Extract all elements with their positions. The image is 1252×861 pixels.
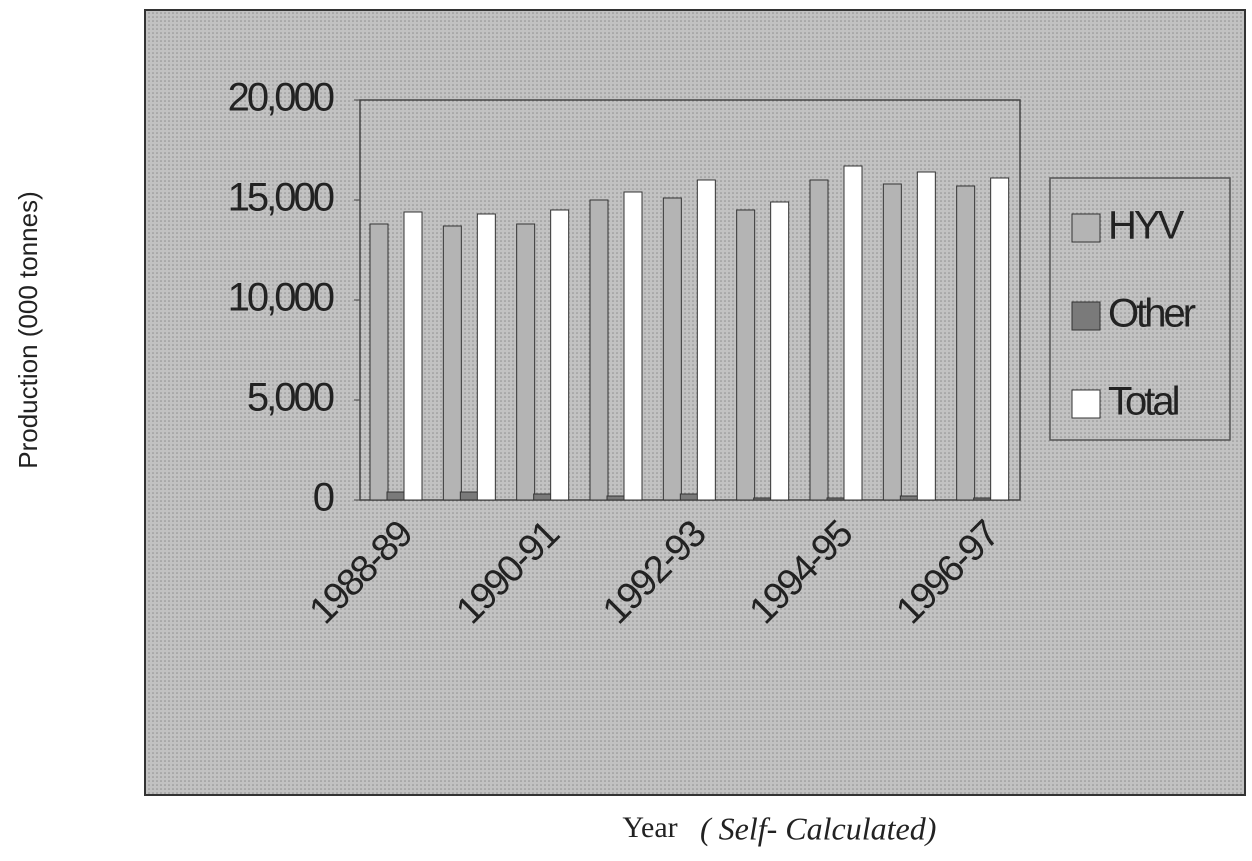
bar xyxy=(899,495,919,501)
bar xyxy=(973,497,993,501)
y-axis-label: Production (000 tonnes) xyxy=(13,191,43,469)
legend-swatch xyxy=(1071,389,1101,419)
bar xyxy=(990,177,1010,501)
legend-swatch xyxy=(1071,213,1101,243)
y-tick-label: 5,000 xyxy=(247,376,334,420)
y-tick-label: 10,000 xyxy=(228,276,334,320)
bar xyxy=(882,183,902,501)
bar xyxy=(826,497,846,501)
bar xyxy=(679,493,699,501)
bar xyxy=(696,179,716,501)
bar xyxy=(386,491,406,501)
bar xyxy=(442,225,462,501)
bar xyxy=(662,197,682,501)
bar xyxy=(533,493,553,501)
y-tick-label: 0 xyxy=(313,476,334,520)
bar xyxy=(516,223,536,501)
bar xyxy=(369,223,389,501)
legend-label: Total xyxy=(1108,380,1179,424)
y-tick-label: 15,000 xyxy=(228,176,334,220)
chart-panel xyxy=(144,9,1246,796)
bar xyxy=(843,165,863,501)
bar xyxy=(606,495,626,501)
bar xyxy=(459,491,479,501)
bar xyxy=(809,179,829,501)
annotation: ( Self- Calculated) xyxy=(700,810,936,846)
bar xyxy=(476,213,496,501)
legend-box xyxy=(1049,177,1231,441)
bar xyxy=(736,209,756,501)
bar xyxy=(550,209,570,501)
x-axis-label: Year xyxy=(622,811,677,844)
bar xyxy=(916,171,936,501)
bar xyxy=(770,201,790,501)
legend-swatch xyxy=(1071,301,1101,331)
legend-label: HYV xyxy=(1108,204,1185,248)
bar xyxy=(956,185,976,501)
y-tick-label: 20,000 xyxy=(228,76,334,120)
legend-label: Other xyxy=(1108,292,1196,336)
bar xyxy=(623,191,643,501)
bar xyxy=(403,211,423,501)
bar xyxy=(753,497,773,501)
bar xyxy=(589,199,609,501)
